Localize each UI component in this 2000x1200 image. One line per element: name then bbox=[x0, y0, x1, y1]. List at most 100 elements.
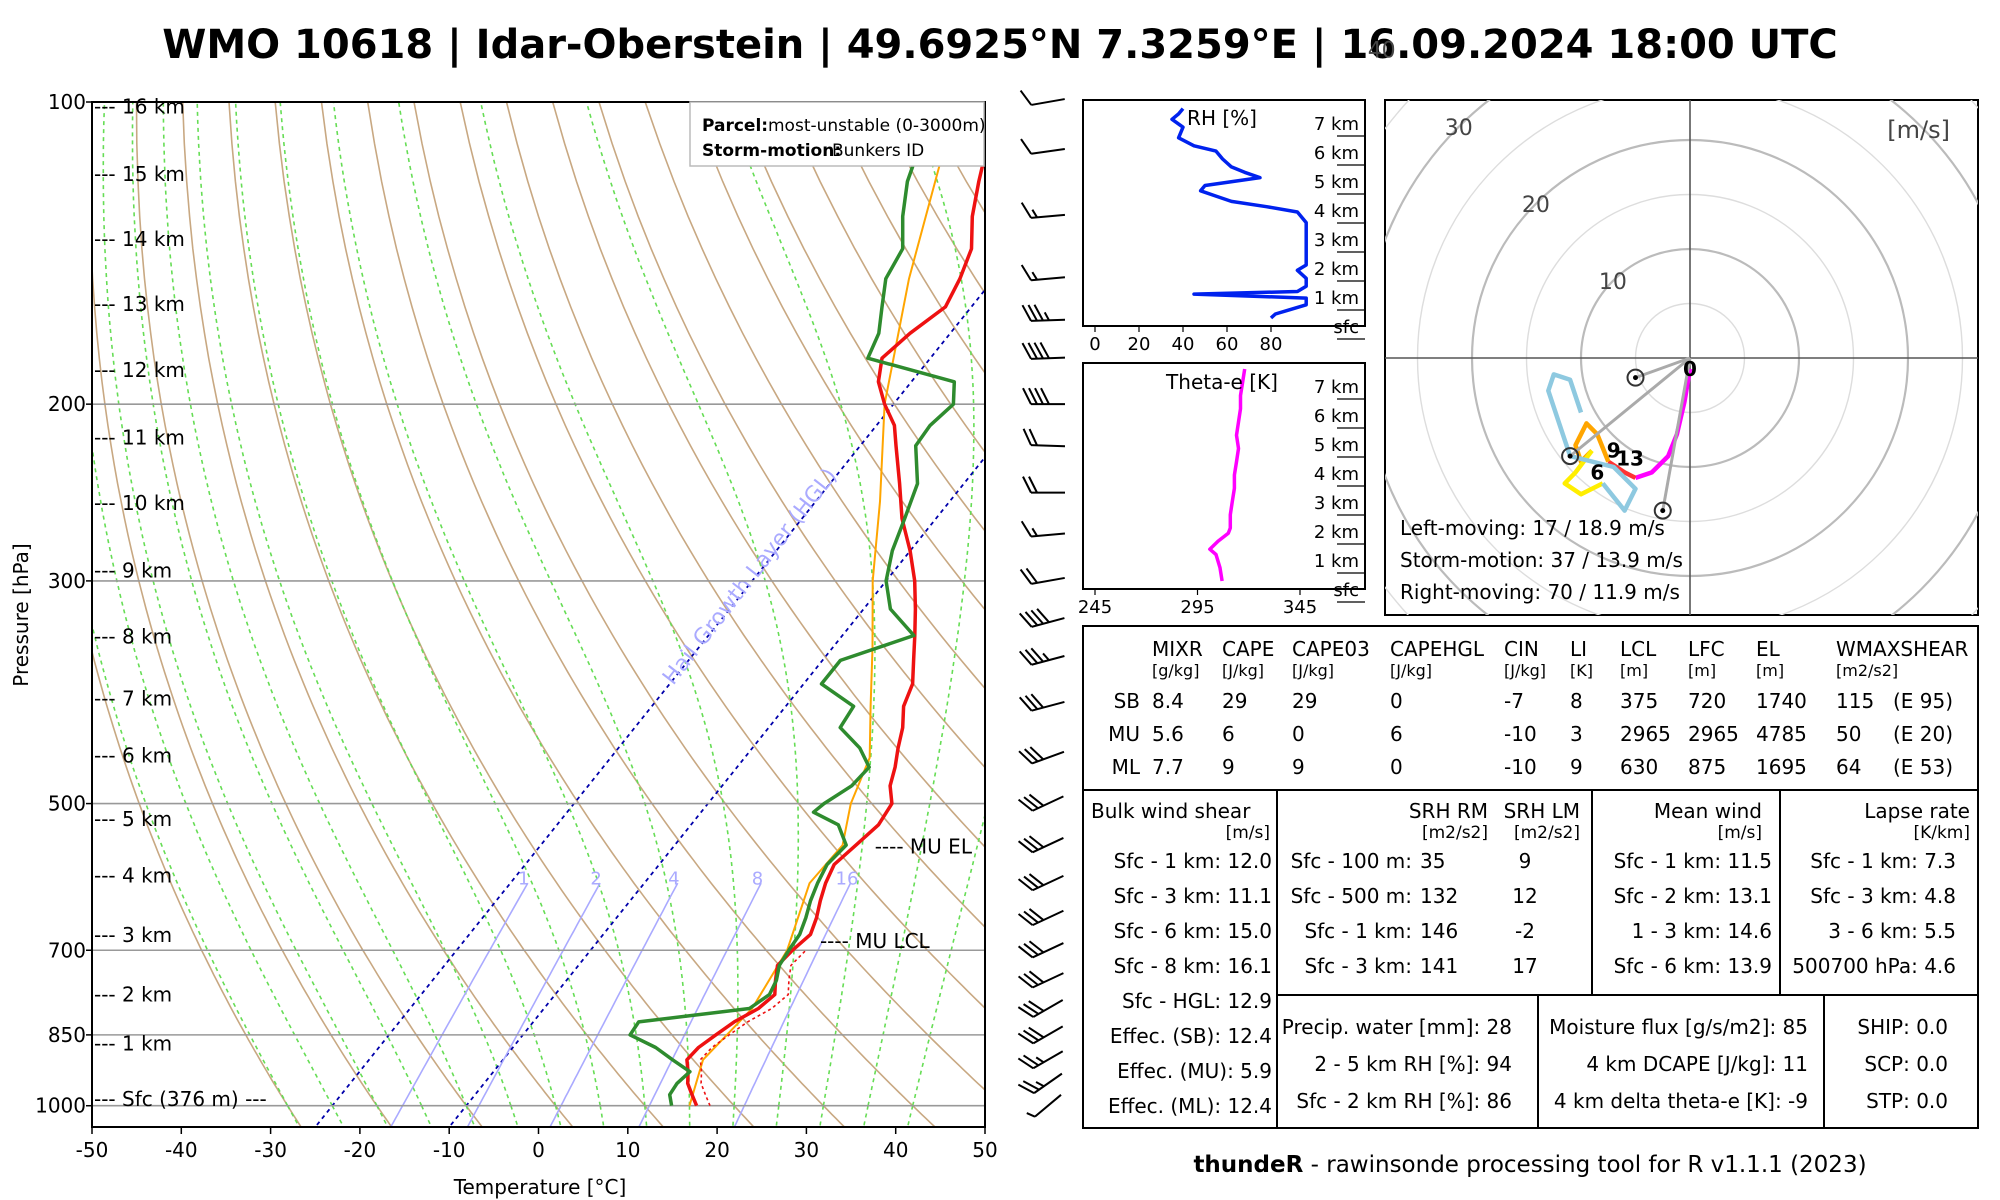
panel-height-label: 3 km bbox=[1314, 493, 1359, 514]
moist-adiabat bbox=[479, 102, 739, 1106]
lapse-unit: [K/km] bbox=[1913, 823, 1970, 843]
param-cell: 4785 bbox=[1756, 722, 1807, 746]
storm-info-line: Right-moving: 70 / 11.9 m/s bbox=[1400, 580, 1680, 604]
dry-adiabat bbox=[459, 102, 985, 1010]
dry-adiabat bbox=[505, 102, 985, 929]
mixing-ratio-label: 4 bbox=[668, 868, 679, 889]
panel-height-label: sfc bbox=[1333, 580, 1359, 601]
panel-x-label: 60 bbox=[1216, 334, 1239, 355]
mixing-ratio-line bbox=[389, 882, 529, 1127]
panel-height-label: 4 km bbox=[1314, 201, 1359, 222]
panel-height-label: 5 km bbox=[1314, 435, 1359, 456]
pressure-tick-label: 1000 bbox=[35, 1094, 86, 1118]
footer: thundeR - rawinsonde processing tool for… bbox=[1193, 1152, 1866, 1178]
storm-vector bbox=[1661, 357, 1692, 511]
hodograph-storm-info: Left-moving: 17 / 18.9 m/s Storm-motion: … bbox=[1400, 516, 1683, 604]
dry-adiabat bbox=[181, 102, 574, 1127]
temp-tick-label: -10 bbox=[433, 1138, 466, 1162]
mu-el-label: ---- MU EL bbox=[875, 835, 973, 859]
thetae-panel-frame bbox=[1082, 362, 1366, 590]
moist-adiabat bbox=[234, 102, 557, 1106]
hodograph-height-label: 9 bbox=[1607, 439, 1621, 463]
height-label: --- 12 km bbox=[94, 358, 185, 382]
param-header: MIXR bbox=[1152, 637, 1203, 661]
rh-plot: 7 km 6 km 5 km 4 km 3 km 2 km 1 km sfc 0 20 40 60 80 bbox=[1089, 107, 1365, 355]
hodograph-ring-label: 10 bbox=[1599, 270, 1627, 295]
param-header: CIN bbox=[1504, 637, 1539, 661]
panel-x-label: 345 bbox=[1283, 597, 1317, 618]
bulk-title: Bulk wind shear bbox=[1091, 799, 1251, 823]
param-cell: -7 bbox=[1504, 689, 1524, 713]
wind-barb bbox=[1017, 1025, 1064, 1045]
param-header: WMAXSHEAR bbox=[1836, 637, 1968, 661]
panel-x-label: 80 bbox=[1260, 334, 1283, 355]
param-cell: 64 bbox=[1836, 755, 1861, 779]
lapse-row: 500700 hPa: 4.6 bbox=[1792, 954, 1956, 978]
bulk-row: Sfc - HGL: 12.9 bbox=[1122, 989, 1272, 1013]
wind-barb bbox=[1017, 970, 1064, 989]
param-cell: 2965 bbox=[1688, 722, 1739, 746]
dry-adiabat bbox=[551, 102, 985, 849]
legend-parcel-key: Parcel: bbox=[702, 116, 768, 136]
mixing-ratio-label: 8 bbox=[752, 868, 763, 889]
param-unit: [m] bbox=[1688, 661, 1716, 680]
moist-adiabat bbox=[332, 102, 646, 1106]
meanwind-row: Sfc - 2 km: 13.1 bbox=[1614, 884, 1772, 908]
hodograph-height-label: 0 bbox=[1683, 357, 1697, 381]
param-cell: 50 bbox=[1836, 722, 1861, 746]
rh-panel-frame bbox=[1082, 99, 1366, 327]
srh-table: SRH RM SRH LM[m2/s2] [m2/s2]Sfc - 100 m: 35… bbox=[1291, 799, 1580, 978]
bottom-right-row: STP: 0.0 bbox=[1866, 1089, 1948, 1113]
pressure-tick-label: 500 bbox=[48, 792, 86, 816]
bottom-mid-row: Moisture flux [g/s/m2]: 85 bbox=[1549, 1015, 1808, 1039]
srh-lm-value: -2 bbox=[1515, 919, 1535, 943]
thetae-title: Theta-e [K] bbox=[1165, 370, 1278, 394]
dry-adiabat bbox=[228, 102, 665, 1127]
moist-adiabat bbox=[131, 102, 423, 1107]
storm-motion-marker bbox=[1626, 368, 1645, 387]
dry-adiabat bbox=[92, 648, 303, 1127]
bulk-row: Sfc - 1 km: 12.0 bbox=[1114, 849, 1272, 873]
panel-profile bbox=[1208, 368, 1247, 582]
storm-motion-center bbox=[1660, 508, 1666, 514]
srh-rm-value: 141 bbox=[1420, 954, 1458, 978]
wind-barb bbox=[1021, 304, 1066, 322]
dry-adiabat bbox=[737, 102, 985, 533]
mixing-ratio-line bbox=[549, 882, 679, 1127]
param-row-label: MU bbox=[1108, 722, 1140, 746]
moist-adiabat bbox=[725, 102, 876, 1106]
param-unit: [m] bbox=[1620, 661, 1648, 680]
height-label: --- 16 km bbox=[94, 94, 185, 118]
panel-height-label: 1 km bbox=[1314, 288, 1359, 309]
panel-x-label: 20 bbox=[1128, 334, 1151, 355]
bottom-mid-row: 4 km delta theta-e [K]: -9 bbox=[1554, 1089, 1808, 1113]
bottom-left-row: 2 - 5 km RH [%]: 94 bbox=[1314, 1052, 1512, 1076]
param-cell: (E 53) bbox=[1893, 755, 1953, 779]
misc-parameter-tables: Precip. water [mm]: 28 2 - 5 km RH [%]: 9… bbox=[1282, 1015, 1948, 1113]
panel-height-label: 3 km bbox=[1314, 230, 1359, 251]
footer-text: - rawinsonde processing tool for R v1.1.… bbox=[1303, 1152, 1866, 1178]
param-cell: -10 bbox=[1504, 722, 1537, 746]
moist-adiabat bbox=[279, 102, 601, 1106]
skewt-frame bbox=[91, 101, 986, 1128]
param-header: LFC bbox=[1688, 637, 1725, 661]
bulk-row: Sfc - 6 km: 15.0 bbox=[1114, 919, 1272, 943]
dry-adiabat bbox=[413, 102, 985, 1092]
y-axis-label: Pressure [hPa] bbox=[9, 543, 33, 686]
bottom-left-row: Precip. water [mm]: 28 bbox=[1282, 1015, 1512, 1039]
mu-lcl-label: ---- MU LCL bbox=[820, 929, 931, 953]
srh-row-label: Sfc - 3 km: bbox=[1304, 954, 1412, 978]
height-label: --- 7 km bbox=[94, 687, 172, 711]
hodograph: 10 20 30 40 0 96 13 bbox=[1368, 39, 1978, 615]
figure-title: WMO 10618 | Idar-Oberstein | 49.6925°N 7… bbox=[162, 22, 1838, 69]
wind-barb bbox=[1020, 202, 1066, 219]
param-cell: 3 bbox=[1570, 722, 1583, 746]
skewt-height-labels: --- 16 km --- 15 km --- 14 km --- 13 km --- … bbox=[94, 94, 267, 1111]
param-unit: [g/kg] bbox=[1152, 661, 1199, 680]
dry-adiabat bbox=[690, 102, 985, 611]
mixing-ratio-line bbox=[466, 882, 601, 1127]
param-unit: [m] bbox=[1756, 661, 1784, 680]
param-cell: 9 bbox=[1292, 755, 1305, 779]
param-cell: 6 bbox=[1390, 722, 1403, 746]
